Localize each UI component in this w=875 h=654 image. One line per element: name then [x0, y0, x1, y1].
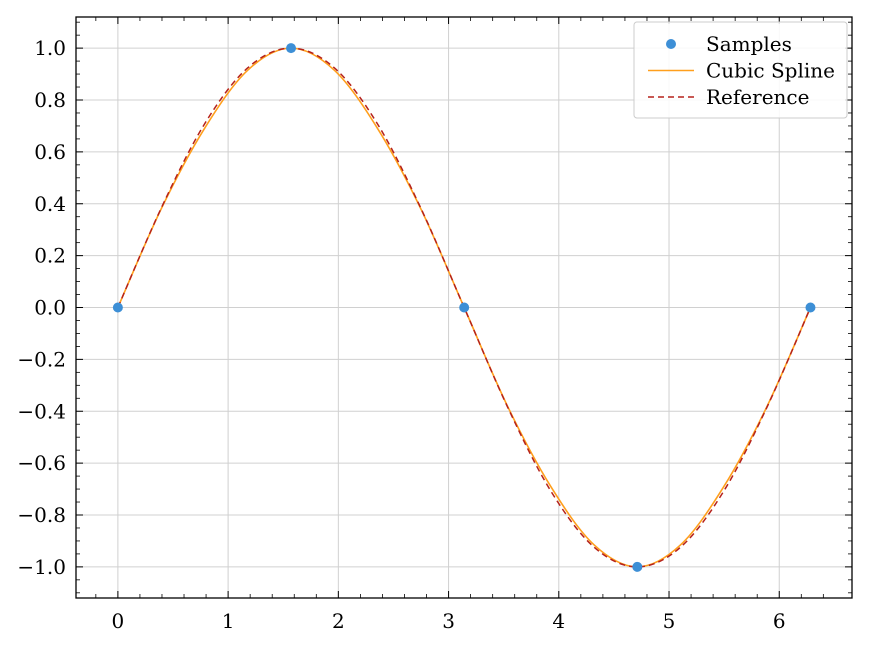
y-tick-label: 1.0 — [34, 36, 66, 60]
sample-point — [286, 43, 297, 54]
y-tick-label: −0.6 — [17, 451, 66, 475]
ticks: 0 1 2 3 4 5 6 1.0 0.8 0.6 0.4 0.2 0.0 −0.2 −0.4 −0.6 −0.… — [17, 17, 852, 633]
legend-label: Cubic Spline — [706, 59, 835, 83]
x-tick-label: 5 — [663, 609, 676, 633]
y-tick-label: −0.8 — [17, 503, 66, 527]
x-tick-label: 4 — [552, 609, 565, 633]
x-tick-label: 0 — [112, 609, 125, 633]
y-tick-label: −0.2 — [17, 347, 66, 371]
x-tick-label: 3 — [442, 609, 455, 633]
legend-label: Reference — [706, 85, 809, 109]
legend-label: Samples — [706, 32, 792, 56]
legend-box — [633, 21, 848, 119]
sample-point — [459, 302, 470, 313]
y-tick-label: 0.0 — [34, 296, 66, 320]
sample-point — [112, 302, 123, 313]
sample-point — [805, 302, 816, 313]
x-tick-label: 1 — [222, 609, 235, 633]
y-tick-label: 0.4 — [34, 192, 66, 216]
sample-point — [632, 561, 643, 572]
y-tick-label: 0.6 — [34, 140, 66, 164]
y-tick-label: 0.8 — [34, 88, 66, 112]
legend-marker-samples — [666, 39, 676, 49]
y-tick-label: −1.0 — [17, 555, 66, 579]
x-tick-label: 2 — [332, 609, 345, 633]
x-tick-label: 6 — [773, 609, 786, 633]
series-layer — [112, 43, 816, 572]
y-tick-label: −0.4 — [17, 399, 66, 423]
y-tick-label: 0.2 — [34, 244, 66, 268]
